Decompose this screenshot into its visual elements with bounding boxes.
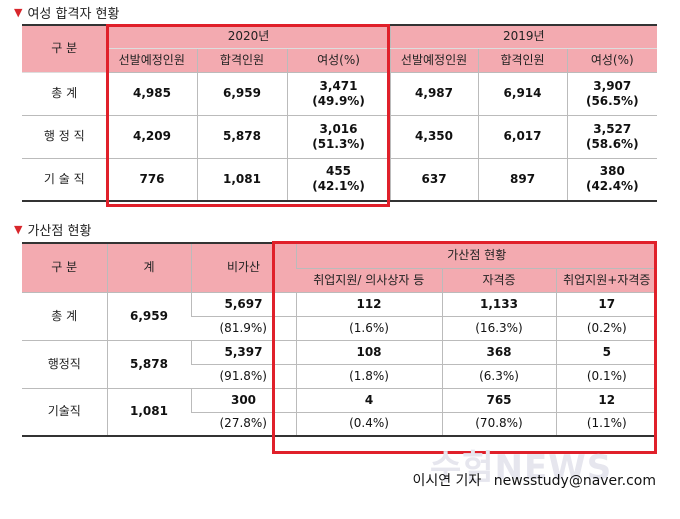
cell: 1,133	[441, 292, 556, 317]
cell: 776	[106, 158, 197, 202]
cell: (27.8%)	[191, 412, 296, 437]
cell: 637	[389, 158, 479, 202]
triangle-down-icon: ▼	[14, 6, 23, 19]
cell: 3,907 (56.5%)	[566, 72, 658, 116]
cell: 3,471 (49.9%)	[286, 72, 391, 116]
cell: 6,959	[106, 292, 191, 341]
cell: (0.4%)	[295, 412, 442, 437]
bonus-group-header: 가산점 현황	[295, 243, 658, 269]
bonus-sub-header: 취업지원+자격증	[555, 268, 658, 293]
cell: 6,914	[477, 72, 568, 116]
col-group-header: 구 분	[22, 243, 107, 293]
cell: 897	[477, 158, 568, 202]
cell: 380 (42.4%)	[566, 158, 658, 202]
sub-header: 여성(%)	[286, 48, 391, 73]
cell: 1,081	[196, 158, 287, 202]
section2-title-text: 가산점 현황	[27, 224, 92, 239]
cell: (1.6%)	[295, 316, 442, 341]
row-label: 기술직	[22, 388, 107, 437]
sub-header: 합격인원	[196, 48, 287, 73]
cell: 6,959	[196, 72, 287, 116]
year-2019-header: 2019년	[389, 25, 658, 49]
bonus-points-table: 구 분 계 비가산 가산점 현황 취업지원/ 의사상자 등 자격증 취업지원+자…	[22, 242, 658, 437]
cell: (0.1%)	[555, 364, 658, 389]
cell: 4,350	[389, 115, 479, 159]
row-label: 행정직	[22, 340, 107, 389]
year-2020-header: 2020년	[106, 25, 391, 49]
cell: 368	[441, 340, 556, 365]
table-row: (91.8%) (1.8%) (6.3%) (0.1%)	[22, 364, 658, 389]
cell: 4,209	[106, 115, 197, 159]
cell: (70.8%)	[441, 412, 556, 437]
cell: 112	[295, 292, 442, 317]
table-row: 행정직 5,878 5,397 108 368 5	[22, 340, 658, 389]
cell: 5,878	[196, 115, 287, 159]
cell: 1,081	[106, 388, 191, 437]
triangle-down-icon: ▼	[14, 223, 23, 236]
cell: 108	[295, 340, 442, 365]
watermark-logo: 수험NEWS	[430, 448, 613, 488]
bonus-sub-header: 취업지원/ 의사상자 등	[296, 268, 442, 293]
section1-title: ▼ 여성 합격자 현황	[14, 3, 119, 22]
cell: 4	[295, 388, 442, 413]
cell: (0.2%)	[555, 316, 658, 341]
sub-header: 선발예정인원	[107, 48, 197, 73]
cell: 5,878	[106, 340, 191, 389]
section2-title: ▼ 가산점 현황	[14, 220, 91, 239]
cell: 300	[190, 388, 296, 413]
col-total-header: 계	[106, 243, 191, 293]
table-row: 기 술 직 776 1,081 455 (42.1%) 637 897 380 (4…	[22, 158, 658, 202]
author: 이시연 기자	[412, 473, 482, 489]
byline: 이시연 기자 newsstudy@naver.com	[404, 470, 656, 490]
row-label: 총 계	[22, 72, 107, 116]
cell: 6,017	[477, 115, 568, 159]
cell: 3,016 (51.3%)	[286, 115, 391, 159]
sub-header: 합격인원	[477, 48, 568, 73]
cell: (6.3%)	[441, 364, 556, 389]
bonus-sub-header: 자격증	[441, 268, 556, 293]
table-row: (81.9%) (1.6%) (16.3%) (0.2%)	[22, 316, 658, 341]
cell: (1.8%)	[295, 364, 442, 389]
cell: (1.1%)	[555, 412, 658, 437]
col-non-header: 비가산	[190, 243, 296, 293]
table-row: 총 계 4,985 6,959 3,471 (49.9%) 4,987 6,914…	[22, 72, 658, 116]
cell: 5,697	[190, 292, 296, 317]
sub-header: 선발예정인원	[389, 48, 479, 73]
author-email: newsstudy@naver.com	[493, 473, 656, 489]
table-row: 행 정 직 4,209 5,878 3,016 (51.3%) 4,350 6,0…	[22, 115, 658, 159]
cell: 4,985	[106, 72, 197, 116]
female-passers-table: 구 분 2020년 2019년 선발예정인원 합격인원 여성(%) 선발예정인원…	[22, 24, 658, 202]
cell: 5	[555, 340, 658, 365]
row-label: 행 정 직	[22, 115, 107, 159]
cell: 17	[555, 292, 658, 317]
section1-title-text: 여성 합격자 현황	[27, 7, 120, 22]
row-label: 총 계	[22, 292, 107, 341]
sub-header: 여성(%)	[566, 48, 658, 73]
table-row: 총 계 6,959 5,697 112 1,133 17	[22, 292, 658, 341]
cell: (91.8%)	[191, 364, 296, 389]
cell: 455 (42.1%)	[286, 158, 391, 202]
cell: 4,987	[389, 72, 479, 116]
cell: (81.9%)	[191, 316, 296, 341]
col-group-header: 구 분	[22, 25, 107, 73]
cell: 3,527 (58.6%)	[566, 115, 658, 159]
row-label: 기 술 직	[22, 158, 107, 202]
table-row: (27.8%) (0.4%) (70.8%) (1.1%)	[22, 412, 658, 437]
table-row: 기술직 1,081 300 4 765 12	[22, 388, 658, 437]
cell: (16.3%)	[441, 316, 556, 341]
cell: 765	[441, 388, 556, 413]
cell: 5,397	[190, 340, 296, 365]
cell: 12	[555, 388, 658, 413]
